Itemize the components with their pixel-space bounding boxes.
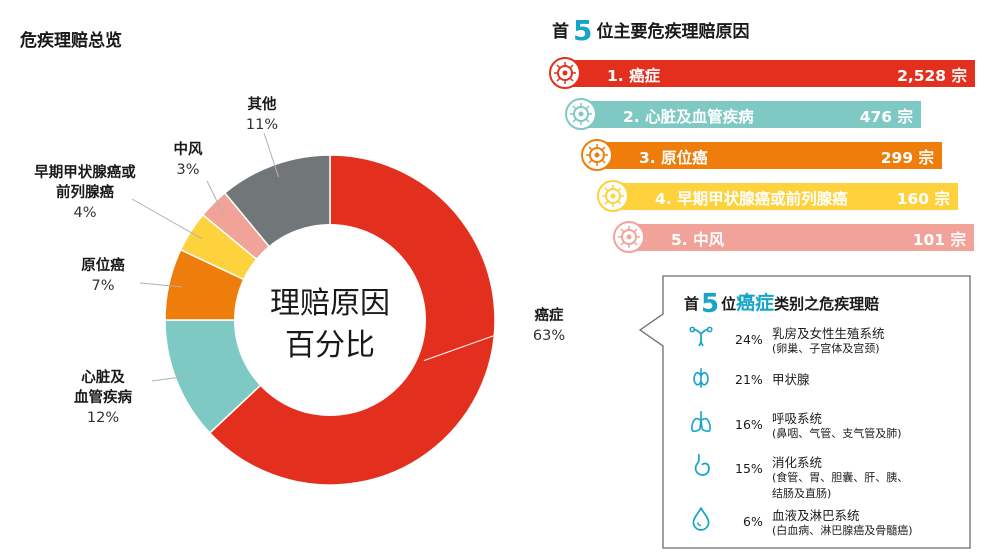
category-detail: (卵巢、子宫体及宫颈)	[772, 342, 880, 355]
lungs-icon	[688, 408, 714, 438]
box-title-suffix: 类别之危疾理赔	[774, 295, 880, 313]
category-detail: (鼻咽、气管、支气管及肺)	[772, 427, 902, 440]
leader-line-cancer	[423, 325, 522, 362]
slice-label-name: 心脏及 血管疾病	[74, 370, 132, 406]
ranking-count: 299 宗	[880, 149, 934, 167]
center-label-line2: 百分比	[285, 328, 375, 363]
thyroid-icon	[688, 365, 714, 395]
category-name: 消化系统	[772, 455, 823, 470]
category-name: 乳房及女性生殖系统	[772, 326, 885, 341]
ranking-title-suffix: 位主要危疾理赔原因	[596, 22, 750, 42]
ranking-count: 476 宗	[859, 108, 913, 126]
stomach-icon	[688, 452, 714, 482]
cell-icon	[581, 139, 613, 171]
slice-label-pct: 3%	[176, 162, 200, 178]
slice-label-cis: 原位癌 7%	[13, 256, 193, 296]
slice-label-stroke: 中风 3%	[98, 140, 278, 180]
heart-icon	[565, 98, 597, 130]
ranking-count: 2,528 宗	[897, 67, 967, 85]
slice-label-pct: 7%	[91, 278, 115, 294]
thyroid-icon	[597, 180, 629, 212]
box-title-prefix: 首	[684, 295, 700, 313]
slice-label-name: 其他	[247, 97, 277, 113]
box-title-mid: 位	[721, 295, 737, 313]
category-pct: 15%	[735, 461, 763, 476]
box-title-number: 5	[701, 289, 720, 319]
leader-line-heart	[151, 375, 189, 382]
ranking-bar-5: 5. 中风 101 宗	[629, 224, 974, 251]
category-detail: 结肠及直肠)	[772, 487, 832, 500]
category-name: 血液及淋巴系统	[772, 508, 860, 523]
box-title-highlight: 癌症	[736, 292, 775, 314]
cancer-cell-icon	[549, 57, 581, 89]
ranking-label: 1. 癌症	[607, 67, 661, 85]
ranking-bar-4: 4. 早期甲状腺癌或前列腺癌 160 宗	[613, 183, 958, 210]
category-detail: (食管、胃、胆囊、肝、胰、	[772, 471, 909, 484]
category-name: 甲状腺	[772, 372, 810, 387]
leader-line-early-thyroid	[131, 198, 203, 240]
ranking-bar-1: 1. 癌症 2,528 宗	[565, 60, 975, 87]
chart-title: 危疾理赔总览	[20, 31, 122, 51]
donut-hole	[234, 224, 426, 416]
category-pct: 6%	[743, 514, 763, 529]
ranking-title: 首 5 位主要危疾理赔原因	[552, 14, 749, 47]
category-pct: 16%	[735, 417, 763, 432]
leader-line-other	[263, 132, 280, 178]
leader-line-cis	[139, 282, 182, 288]
category-pct: 24%	[735, 332, 763, 347]
category-pct: 21%	[735, 372, 763, 387]
cancer-category-title: 首5 位癌症类别之危疾理赔	[684, 288, 879, 319]
slice-label-early-thyroid: 早期甲状腺癌或 前列腺癌 4%	[0, 163, 175, 223]
slice-label-pct: 63%	[532, 328, 566, 344]
slice-label-heart: 心脏及 血管疾病 12%	[13, 368, 193, 428]
leader-line-stroke	[206, 180, 224, 213]
category-detail: (白血病、淋巴腺癌及骨髓癌)	[772, 524, 913, 537]
ranking-label: 5. 中风	[671, 231, 725, 249]
slice-label-pct: 12%	[86, 410, 120, 426]
ranking-bar-3: 3. 原位癌 299 宗	[597, 142, 942, 169]
ranking-label: 3. 原位癌	[639, 149, 708, 167]
slice-label-name: 原位癌	[81, 258, 125, 274]
slice-label-name: 中风	[173, 142, 203, 158]
ranking-label: 4. 早期甲状腺癌或前列腺癌	[655, 190, 848, 208]
slice-label-cancer: 癌症 63%	[459, 306, 639, 346]
ranking-label: 2. 心脏及血管疾病	[623, 108, 754, 126]
blood-drop-icon	[688, 505, 714, 535]
slice-label-pct: 4%	[73, 205, 97, 221]
brain-icon	[613, 221, 645, 253]
ranking-title-number: 5	[573, 14, 593, 47]
uterus-icon	[688, 323, 714, 353]
ranking-bar-2: 2. 心脏及血管疾病 476 宗	[581, 101, 921, 128]
ranking-count: 160 宗	[896, 190, 950, 208]
ranking-title-prefix: 首	[552, 22, 569, 42]
slice-label-name: 癌症	[534, 308, 564, 324]
category-name: 呼吸系统	[772, 411, 823, 426]
slice-label-name: 早期甲状腺癌或 前列腺癌	[34, 165, 136, 201]
center-label-line1: 理赔原因	[270, 286, 390, 321]
slice-label-other: 其他 11%	[172, 95, 352, 135]
ranking-count: 101 宗	[912, 231, 966, 249]
slice-label-pct: 11%	[245, 117, 279, 133]
